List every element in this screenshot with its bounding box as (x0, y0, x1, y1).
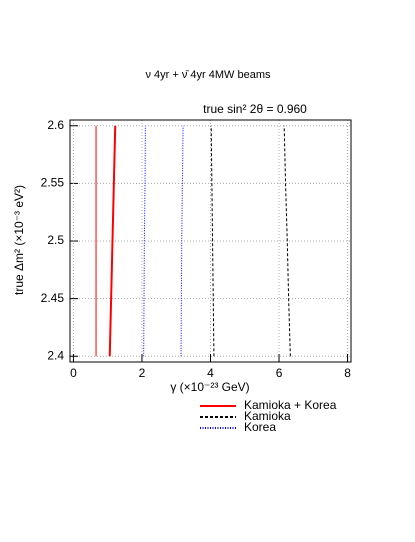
x-tick-label: 6 (276, 366, 283, 380)
x-tick-label: 4 (207, 366, 214, 380)
y-axis-label: true Δm² (×10⁻³ eV²) (12, 185, 26, 295)
legend-label: Korea (244, 420, 276, 434)
x-tick-label: 2 (139, 366, 146, 380)
chart-title: ν 4yr + ν̄ 4yr 4MW beams (145, 69, 271, 81)
contour-line (180, 125, 184, 357)
x-tick-label: 8 (344, 366, 351, 380)
annotation: true sin² 2θ = 0.960 (203, 102, 307, 116)
contour-line (283, 125, 291, 357)
contour-line (143, 125, 146, 357)
plot-frame (69, 119, 352, 363)
y-tick-label: 2.45 (41, 291, 65, 305)
x-tick-label: 0 (70, 366, 77, 380)
legend-label: Kamioka (244, 409, 291, 423)
x-axis-label: γ (×10⁻²³ GeV) (170, 380, 249, 394)
y-tick-label: 2.5 (47, 233, 64, 247)
contour-line (210, 125, 215, 357)
y-tick-label: 2.4 (47, 348, 64, 362)
y-tick-label: 2.55 (41, 176, 65, 190)
y-tick-label: 2.6 (47, 118, 64, 132)
contour-line (108, 125, 117, 357)
legend-label: Kamioka + Korea (244, 398, 337, 412)
